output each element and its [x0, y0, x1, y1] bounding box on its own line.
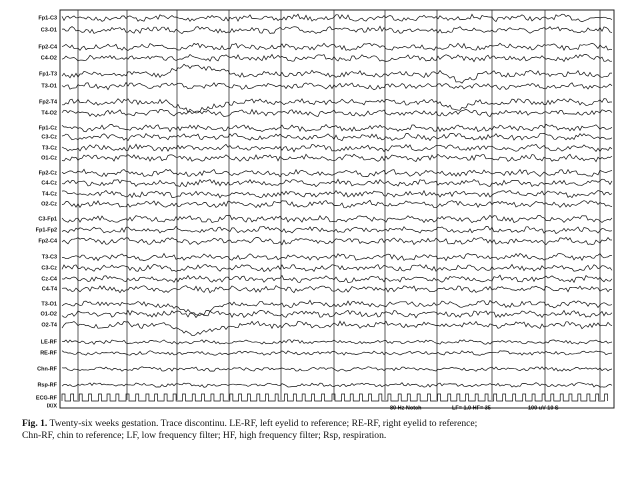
eeg-trace: [61, 299, 613, 316]
channel-label: T3-C3: [42, 254, 57, 260]
channel-label: Fp1-Fp2: [36, 227, 57, 233]
eeg-trace: [61, 153, 613, 163]
eeg-trace: [61, 143, 613, 153]
eeg-trace: [61, 236, 613, 246]
eeg-trace: [61, 178, 613, 188]
caption-text: Twenty-six weeks gestation. Trace discon…: [47, 418, 478, 429]
channel-label: C3-Cz: [41, 134, 57, 140]
eeg-trace: [61, 108, 613, 118]
eeg-trace: [61, 274, 613, 284]
channel-label: Fp2-C4: [38, 238, 58, 244]
eeg-trace: [61, 13, 613, 23]
eeg-trace: [61, 263, 613, 273]
channel-label: Fp2-C4: [38, 44, 58, 50]
eeg-trace: [61, 214, 613, 224]
eeg-trace: [61, 168, 613, 178]
eeg-trace: [61, 285, 613, 294]
channel-label: Cz-C4: [41, 276, 58, 282]
annotation: 80 Hz Notch: [390, 405, 422, 411]
channel-label: C4-T4: [42, 286, 58, 292]
eeg-trace: [61, 382, 613, 388]
eeg-figure: 80 Hz Notch LF= 1.0 HF= 35 100 uV 10 S F…: [36, 9, 615, 411]
annotation: LF= 1.0 HF= 35: [452, 405, 491, 411]
eeg-trace: [61, 133, 613, 142]
channel-label: ECG-RF: [36, 395, 58, 401]
channel-label: Fp2-Cz: [39, 170, 58, 176]
channel-label: Rsp-RF: [37, 382, 57, 388]
channel-label: C3-O1: [41, 27, 57, 33]
eeg-trace: [61, 25, 613, 35]
eeg-trace: [61, 42, 613, 52]
channel-label: O2-Cz: [41, 201, 57, 207]
channel-label: C3-Fp1: [38, 216, 57, 222]
channel-label: RE-RF: [40, 350, 57, 356]
channel-label: T4-Cz: [42, 191, 57, 197]
eeg-trace: [61, 199, 613, 209]
eeg-trace: [61, 189, 613, 199]
eeg-trace: [61, 225, 613, 234]
channel-label: Fp1-Cz: [39, 125, 58, 131]
channel-label: Chn-RF: [37, 366, 57, 372]
caption-text: Chn-RF, chin to reference; LF, low frequ…: [22, 430, 387, 441]
eeg-trace: [62, 98, 612, 114]
caption: Fig. 1. Twenty-six weeks gestation. Trac…: [22, 418, 622, 442]
channel-label: Fp1-T3: [39, 71, 57, 77]
channel-label: LE-RF: [41, 339, 58, 345]
channel-label: Fp2-T4: [39, 99, 58, 105]
caption-label: Fig. 1.: [22, 418, 48, 429]
eeg-trace: [62, 252, 613, 262]
channel-label: C4-O2: [41, 55, 57, 61]
channel-label: C4-Cz: [41, 180, 57, 186]
channel-label: IX/X: [47, 403, 58, 409]
channel-label: T4-O2: [41, 110, 57, 116]
channel-label: Fp1-C3: [38, 15, 57, 21]
eeg-trace: [61, 350, 613, 356]
eeg-trace: [61, 63, 612, 84]
channel-label: T3-O1: [41, 301, 57, 307]
eeg-trace: [61, 309, 613, 319]
channel-label: O1-Cz: [41, 155, 57, 161]
frame: [59, 9, 615, 409]
channel-label: T3-Cz: [42, 145, 57, 151]
eeg-trace: [61, 53, 613, 63]
eeg-trace: [61, 339, 613, 345]
eeg-trace: [61, 320, 613, 337]
channel-label: C3-Cz: [41, 265, 57, 271]
channel-label: T3-O1: [41, 83, 57, 89]
eeg-trace: [61, 366, 613, 372]
eeg-trace: [61, 393, 608, 402]
eeg-trace: [61, 123, 613, 133]
channel-label: O2-T4: [41, 322, 58, 328]
eeg-trace: [61, 81, 613, 91]
annotation: 100 uV 10 S: [528, 405, 559, 411]
channel-label: O1-O2: [40, 311, 57, 317]
